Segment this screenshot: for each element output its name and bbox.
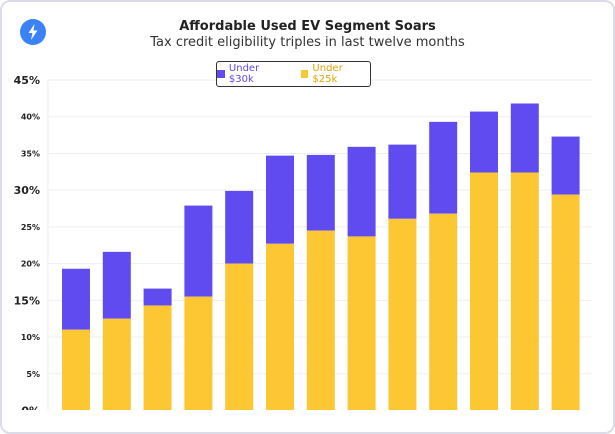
y-tick-label: 15% bbox=[14, 294, 40, 307]
bar-under-25k bbox=[347, 236, 376, 410]
bar-under-25k bbox=[388, 218, 417, 410]
bar-under-30k bbox=[347, 146, 376, 237]
bar-under-30k bbox=[184, 205, 213, 297]
legend-item-under-25k[interactable]: Under $25k bbox=[300, 63, 371, 85]
bar-under-30k bbox=[429, 121, 458, 214]
legend-item-under-30k[interactable]: Under $30k bbox=[217, 63, 287, 85]
y-tick-label: 35% bbox=[21, 149, 40, 158]
bar-under-30k bbox=[143, 288, 172, 306]
bar-under-25k bbox=[551, 194, 580, 410]
bar-under-30k bbox=[62, 268, 90, 330]
bar-under-25k bbox=[429, 213, 458, 410]
bar-under-30k bbox=[551, 136, 580, 195]
chart-plot: 0% 5% 10% 15% 20% 25% 30% 35% 40% 45% bbox=[14, 74, 592, 411]
chart-subtitle: Tax credit eligibility triples in last t… bbox=[150, 35, 465, 50]
chart-title: Affordable Used EV Segment Soars bbox=[179, 19, 436, 34]
y-tick-label: 0% bbox=[21, 405, 40, 411]
bar-under-25k bbox=[62, 329, 90, 410]
y-tick-label: 10% bbox=[21, 333, 40, 342]
bar-under-30k bbox=[510, 103, 539, 173]
y-tick-label: 25% bbox=[21, 223, 40, 232]
bar-under-25k bbox=[225, 263, 254, 410]
bar-under-30k bbox=[266, 155, 294, 244]
bar-under-25k bbox=[306, 230, 335, 410]
legend-label: Under $30k bbox=[228, 63, 260, 85]
y-tick-label: 5% bbox=[26, 370, 40, 379]
bar-under-25k bbox=[143, 305, 172, 410]
lightning-bolt-icon bbox=[20, 19, 46, 45]
bar-under-30k bbox=[388, 144, 417, 219]
y-tick-label: 20% bbox=[21, 260, 40, 269]
bar-under-25k bbox=[266, 243, 294, 410]
y-tick-label: 45% bbox=[14, 74, 40, 87]
bar-under-30k bbox=[225, 190, 254, 264]
bar-under-30k bbox=[470, 111, 498, 173]
bar-under-25k bbox=[184, 296, 213, 410]
bar-under-30k bbox=[306, 154, 335, 231]
legend-swatch bbox=[300, 70, 309, 78]
legend: Under $30k Under $25k bbox=[216, 61, 371, 87]
y-tick-label: 40% bbox=[21, 113, 40, 122]
legend-label: Under $25k bbox=[312, 63, 343, 85]
legend-swatch bbox=[217, 70, 225, 78]
bar-under-25k bbox=[510, 172, 539, 410]
bar-under-30k bbox=[102, 251, 131, 319]
y-tick-label: 30% bbox=[14, 184, 40, 197]
bar-under-25k bbox=[470, 172, 498, 410]
bar-under-25k bbox=[102, 318, 131, 410]
